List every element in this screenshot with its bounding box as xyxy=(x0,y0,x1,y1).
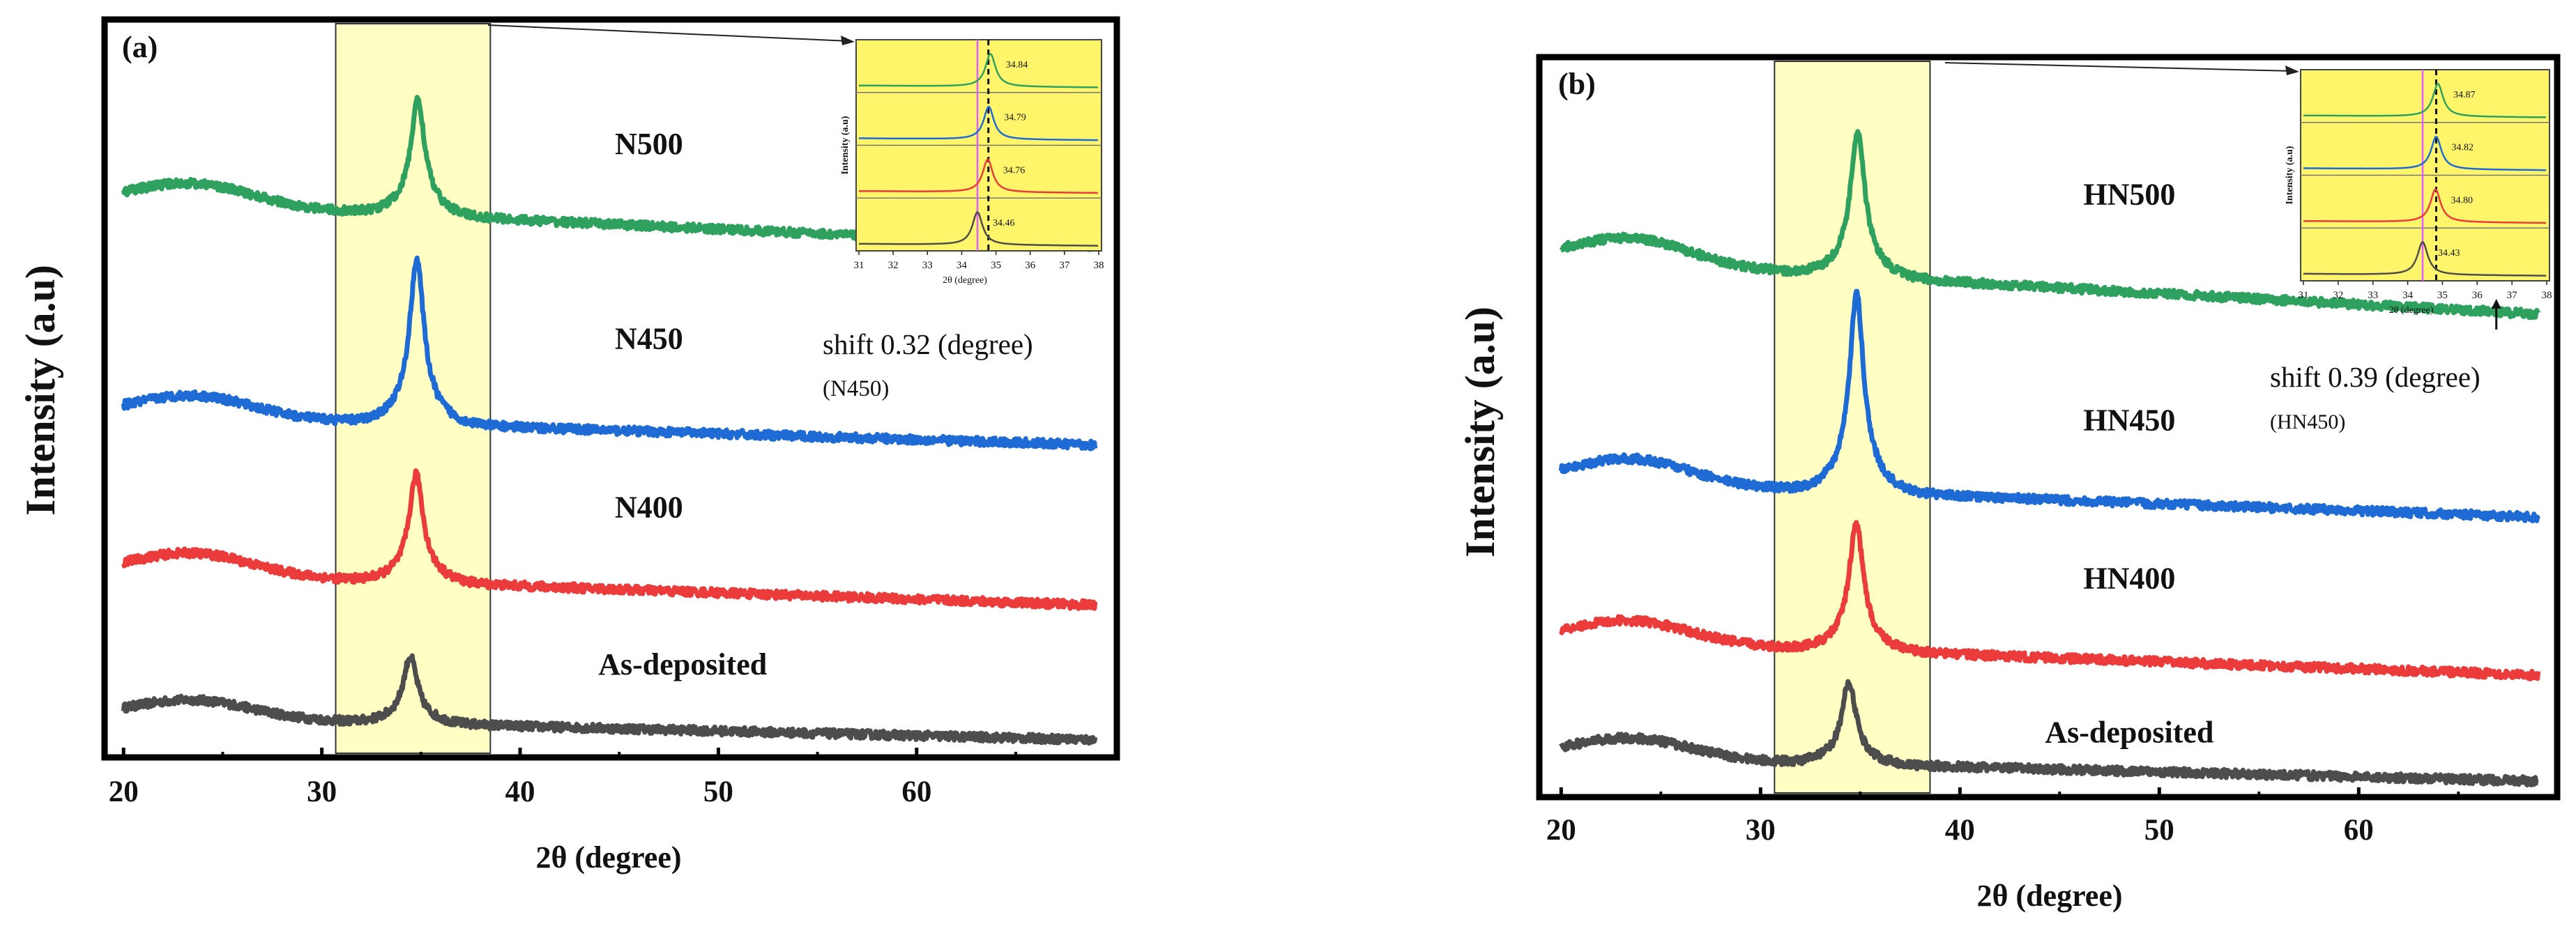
inset-zoom-plot: 34.84 34.79 34.76 34.46 31 32 33 34 35 36 37 38 2θ (… xyxy=(840,39,1104,286)
x-tick-label: 30 xyxy=(307,776,337,808)
inset-peak-label: 34.76 xyxy=(1003,165,1026,176)
inset-peak-label: 34.43 xyxy=(2438,248,2460,259)
series-label-as-deposited: As-deposited xyxy=(2045,716,2213,750)
panel-letter: (a) xyxy=(122,30,158,64)
shift-annotation: shift 0.32 (degree) xyxy=(823,328,1033,360)
series-curve-as-deposited xyxy=(121,653,1098,746)
inset-pointer-arrowhead xyxy=(2285,65,2299,75)
inset-y-axis-title: Intensity (a.u) xyxy=(2285,146,2295,204)
inset-peak-label: 34.82 xyxy=(2451,143,2474,153)
series-curve-n450 xyxy=(121,255,1098,452)
x-tick-label: 60 xyxy=(901,776,931,808)
inset-curve xyxy=(2303,188,2546,224)
x-tick-label: 20 xyxy=(109,776,139,808)
y-axis-title: Intensity (a.u) xyxy=(1457,307,1503,557)
inset-peak-label: 34.84 xyxy=(1006,60,1028,70)
inset-curve xyxy=(2303,83,2546,118)
series-label-n400: N400 xyxy=(615,490,683,524)
inset-peak-label: 34.80 xyxy=(2451,195,2473,206)
inset-curve xyxy=(859,210,1098,247)
inset-peak-label: 34.46 xyxy=(993,218,1015,229)
inset-x-tick-label: 35 xyxy=(991,260,1001,271)
inset-pointer-line xyxy=(487,24,850,42)
inset-pointer-line xyxy=(1944,62,2294,72)
shift-annotation-sample: (HN450) xyxy=(2270,410,2345,433)
inset-x-tick-label: 33 xyxy=(922,260,933,271)
inset-curve xyxy=(2303,135,2546,171)
inset-shift-arrowhead xyxy=(2491,299,2501,309)
inset-peak-label: 34.87 xyxy=(2453,90,2476,100)
series-curve-n400 xyxy=(121,468,1098,611)
series-curve-hn500 xyxy=(1559,129,2540,321)
x-axis-title: 2θ (degree) xyxy=(1976,879,2122,913)
inset-x-axis-title: 2θ (degree) xyxy=(2389,305,2434,316)
panel-a: As-deposited N400 N450 N500 20 30 40 50 60 2θ (de… xyxy=(17,16,1120,874)
series-label-hn500: HN500 xyxy=(2083,178,2175,212)
inset-x-tick-label: 38 xyxy=(1094,260,1104,271)
inset-x-tick-label: 36 xyxy=(1025,260,1036,271)
inset-x-tick-label: 32 xyxy=(888,260,899,271)
panel-b: As-deposited HN400 HN450 HN500 20 30 40 50 60 2θ … xyxy=(1457,54,2561,913)
inset-x-tick-label: 34 xyxy=(2402,290,2414,301)
x-tick-label: 60 xyxy=(2344,814,2374,847)
x-tick-label: 50 xyxy=(2144,814,2174,847)
shift-annotation: shift 0.39 (degree) xyxy=(2270,361,2480,393)
plot-frame xyxy=(1536,54,2561,801)
inset-x-tick-label: 33 xyxy=(2368,290,2378,301)
inset-x-axis-title: 2θ (degree) xyxy=(943,275,987,286)
inset-x-tick-label: 37 xyxy=(1059,260,1070,271)
x-tick-label: 20 xyxy=(1546,814,1576,847)
x-tick-label: 40 xyxy=(505,776,535,808)
series-curve-as-deposited xyxy=(1559,679,2540,788)
inset-x-tick-label: 32 xyxy=(2333,290,2343,301)
inset-curve xyxy=(2303,241,2546,277)
series-curve-hn450 xyxy=(1558,288,2540,524)
series-label-hn400: HN400 xyxy=(2083,561,2175,595)
series-label-as-deposited: As-deposited xyxy=(598,647,767,681)
x-axis-title: 2θ (degree) xyxy=(535,840,681,874)
series-label-n450: N450 xyxy=(615,322,683,356)
inset-x-tick-label: 38 xyxy=(2542,290,2552,301)
inset-peak-label: 34.79 xyxy=(1004,113,1026,123)
inset-pointer-arrowhead xyxy=(841,36,855,45)
series-curve-hn400 xyxy=(1559,520,2541,681)
x-tick-label: 40 xyxy=(1945,814,1975,847)
y-axis-title: Intensity (a.u) xyxy=(17,265,63,516)
series-label-n500: N500 xyxy=(615,127,683,161)
inset-y-axis-title: Intensity (a.u) xyxy=(840,116,851,174)
inset-curve xyxy=(859,105,1098,141)
x-tick-label: 30 xyxy=(1746,814,1776,847)
inset-x-tick-label: 35 xyxy=(2437,290,2448,301)
panel-letter: (b) xyxy=(1558,67,1596,101)
series-label-hn450: HN450 xyxy=(2083,403,2175,438)
inset-x-tick-label: 31 xyxy=(854,260,864,271)
inset-x-tick-label: 36 xyxy=(2472,290,2483,301)
inset-x-tick-label: 34 xyxy=(957,260,968,271)
inset-curve xyxy=(858,52,1098,88)
inset-zoom-plot: 34.87 34.82 34.80 34.43 31 32 33 34 35 36 37 38 2θ (… xyxy=(2285,69,2552,330)
inset-x-tick-label: 31 xyxy=(2299,290,2309,301)
shift-annotation-sample: (N450) xyxy=(823,376,889,401)
inset-x-tick-label: 37 xyxy=(2507,290,2518,301)
x-tick-label: 50 xyxy=(703,776,733,808)
plot-frame xyxy=(101,16,1120,761)
inset-curve xyxy=(859,158,1098,194)
